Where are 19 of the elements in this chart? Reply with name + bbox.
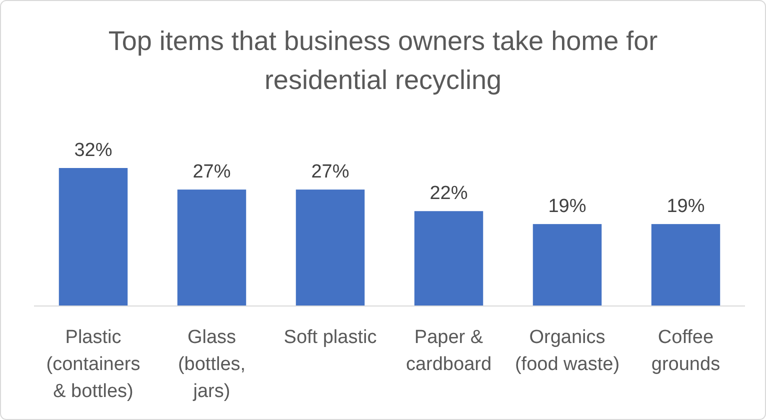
data-label: 22%	[430, 183, 468, 204]
data-label: 27%	[311, 162, 350, 183]
chart-title: Top items that business owners take home for residential recycling	[108, 26, 658, 95]
x-tick-label: Plastic (containers & bottles)	[46, 327, 140, 402]
x-tick-label: Organics (food waste)	[514, 327, 620, 375]
x-tick-label: Paper & cardboard	[406, 327, 492, 375]
x-tick-label: Soft plastic	[284, 327, 377, 348]
bar	[296, 190, 365, 306]
data-label: 27%	[192, 162, 231, 183]
bar	[651, 224, 720, 306]
bar	[58, 168, 128, 306]
bar	[177, 190, 246, 306]
data-label: 19%	[666, 196, 705, 218]
bar	[414, 211, 484, 306]
x-tick-label: Coffee grounds	[651, 327, 720, 375]
data-label: 32%	[74, 140, 112, 161]
bar	[532, 224, 602, 306]
data-label: 19%	[548, 196, 586, 218]
x-tick-label: Glass (bottles, jars)	[178, 327, 246, 402]
